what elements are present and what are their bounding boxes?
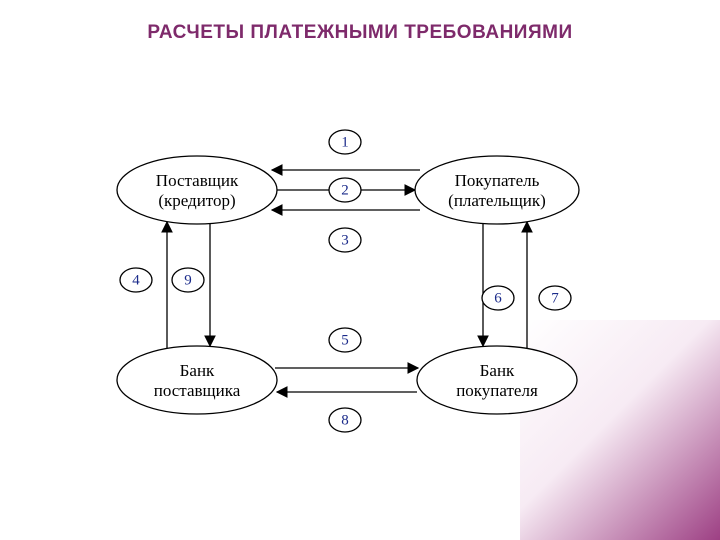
edge-label-1: 1 <box>341 134 349 150</box>
flowchart-diagram: 1 2 3 4 9 6 7 5 8 Поставщик(кредитор) Покупатель(п… <box>0 0 720 540</box>
edge-label-8: 8 <box>341 412 349 428</box>
node-label-buyer-line2: (плательщик) <box>448 191 546 210</box>
node-label-supplier-line1: Поставщик <box>156 171 239 190</box>
node-label-supplier-line2: (кредитор) <box>158 191 235 210</box>
edge-label-6: 6 <box>494 290 502 306</box>
edge-label-3: 3 <box>341 232 349 248</box>
edge-label-5: 5 <box>341 332 349 348</box>
slide: РАСЧЕТЫ ПЛАТЕЖНЫМИ ТРЕБОВАНИЯМИ 12349675… <box>0 0 720 540</box>
edge-label-7: 7 <box>551 290 559 306</box>
edge-label-2: 2 <box>341 182 349 198</box>
node-label-bank_buyer-line2: покупателя <box>456 381 538 400</box>
node-label-bank_supp-line1: Банк <box>180 361 215 380</box>
node-label-buyer-line1: Покупатель <box>455 171 540 190</box>
node-label-bank_buyer-line1: Банк <box>480 361 515 380</box>
edge-label-9: 9 <box>184 272 192 288</box>
node-label-bank_supp-line2: поставщика <box>154 381 241 400</box>
edge-label-4: 4 <box>132 272 140 288</box>
